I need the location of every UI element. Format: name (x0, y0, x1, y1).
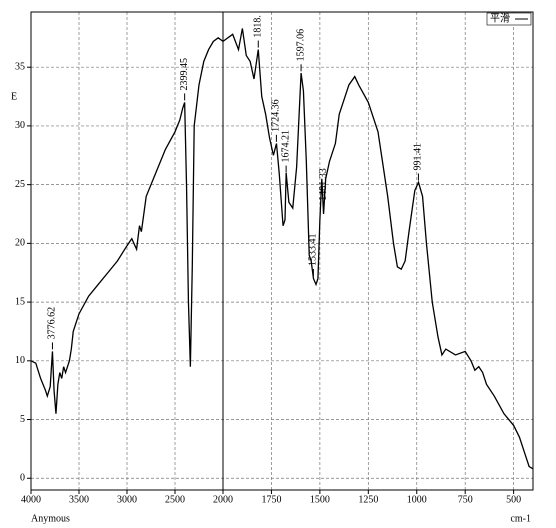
x-tick-label: 2000 (213, 494, 233, 505)
x-tick-label: 3500 (69, 494, 89, 505)
peak-label: 1481.33 (318, 168, 329, 201)
y-axis-label: E (11, 91, 17, 102)
peak-label: 2399.45 (179, 58, 190, 91)
x-tick-label: 750 (458, 494, 473, 505)
y-tick-label: 25 (15, 179, 25, 190)
y-tick-label: 30 (15, 120, 25, 131)
peak-label: 3776.62 (47, 307, 58, 340)
peak-label: 1724.36 (271, 99, 282, 132)
x-tick-label: 2500 (165, 494, 185, 505)
y-tick-label: 0 (20, 473, 25, 484)
y-tick-label: 15 (15, 296, 25, 307)
peak-label: 991.41 (413, 143, 424, 171)
peak-label: 1818. (253, 15, 264, 38)
x-tick-label: 1500 (310, 494, 330, 505)
peak-label: 1533.41 (308, 233, 319, 266)
legend-box (486, 12, 532, 26)
x-tick-label: 1000 (407, 494, 427, 505)
x-tick-label: 500 (506, 494, 521, 505)
x-tick-label: 4000 (21, 494, 41, 505)
y-tick-label: 5 (20, 414, 25, 425)
y-tick-label: 10 (15, 355, 25, 366)
x-tick-label: 1750 (261, 494, 281, 505)
x-tick-label: 1250 (358, 494, 378, 505)
spectrum-line (31, 28, 533, 470)
peak-label: 1674.21 (280, 130, 291, 163)
y-tick-label: 35 (15, 61, 25, 72)
x-tick-label: 3000 (117, 494, 137, 505)
legend-label: 平滑 (490, 12, 510, 24)
plot-frame (30, 11, 534, 491)
y-tick-label: 20 (15, 238, 25, 249)
peak-label: 1597.06 (295, 29, 306, 62)
x-axis-unit: cm-1 (510, 513, 531, 524)
x-axis-label: Anymous (31, 513, 70, 524)
